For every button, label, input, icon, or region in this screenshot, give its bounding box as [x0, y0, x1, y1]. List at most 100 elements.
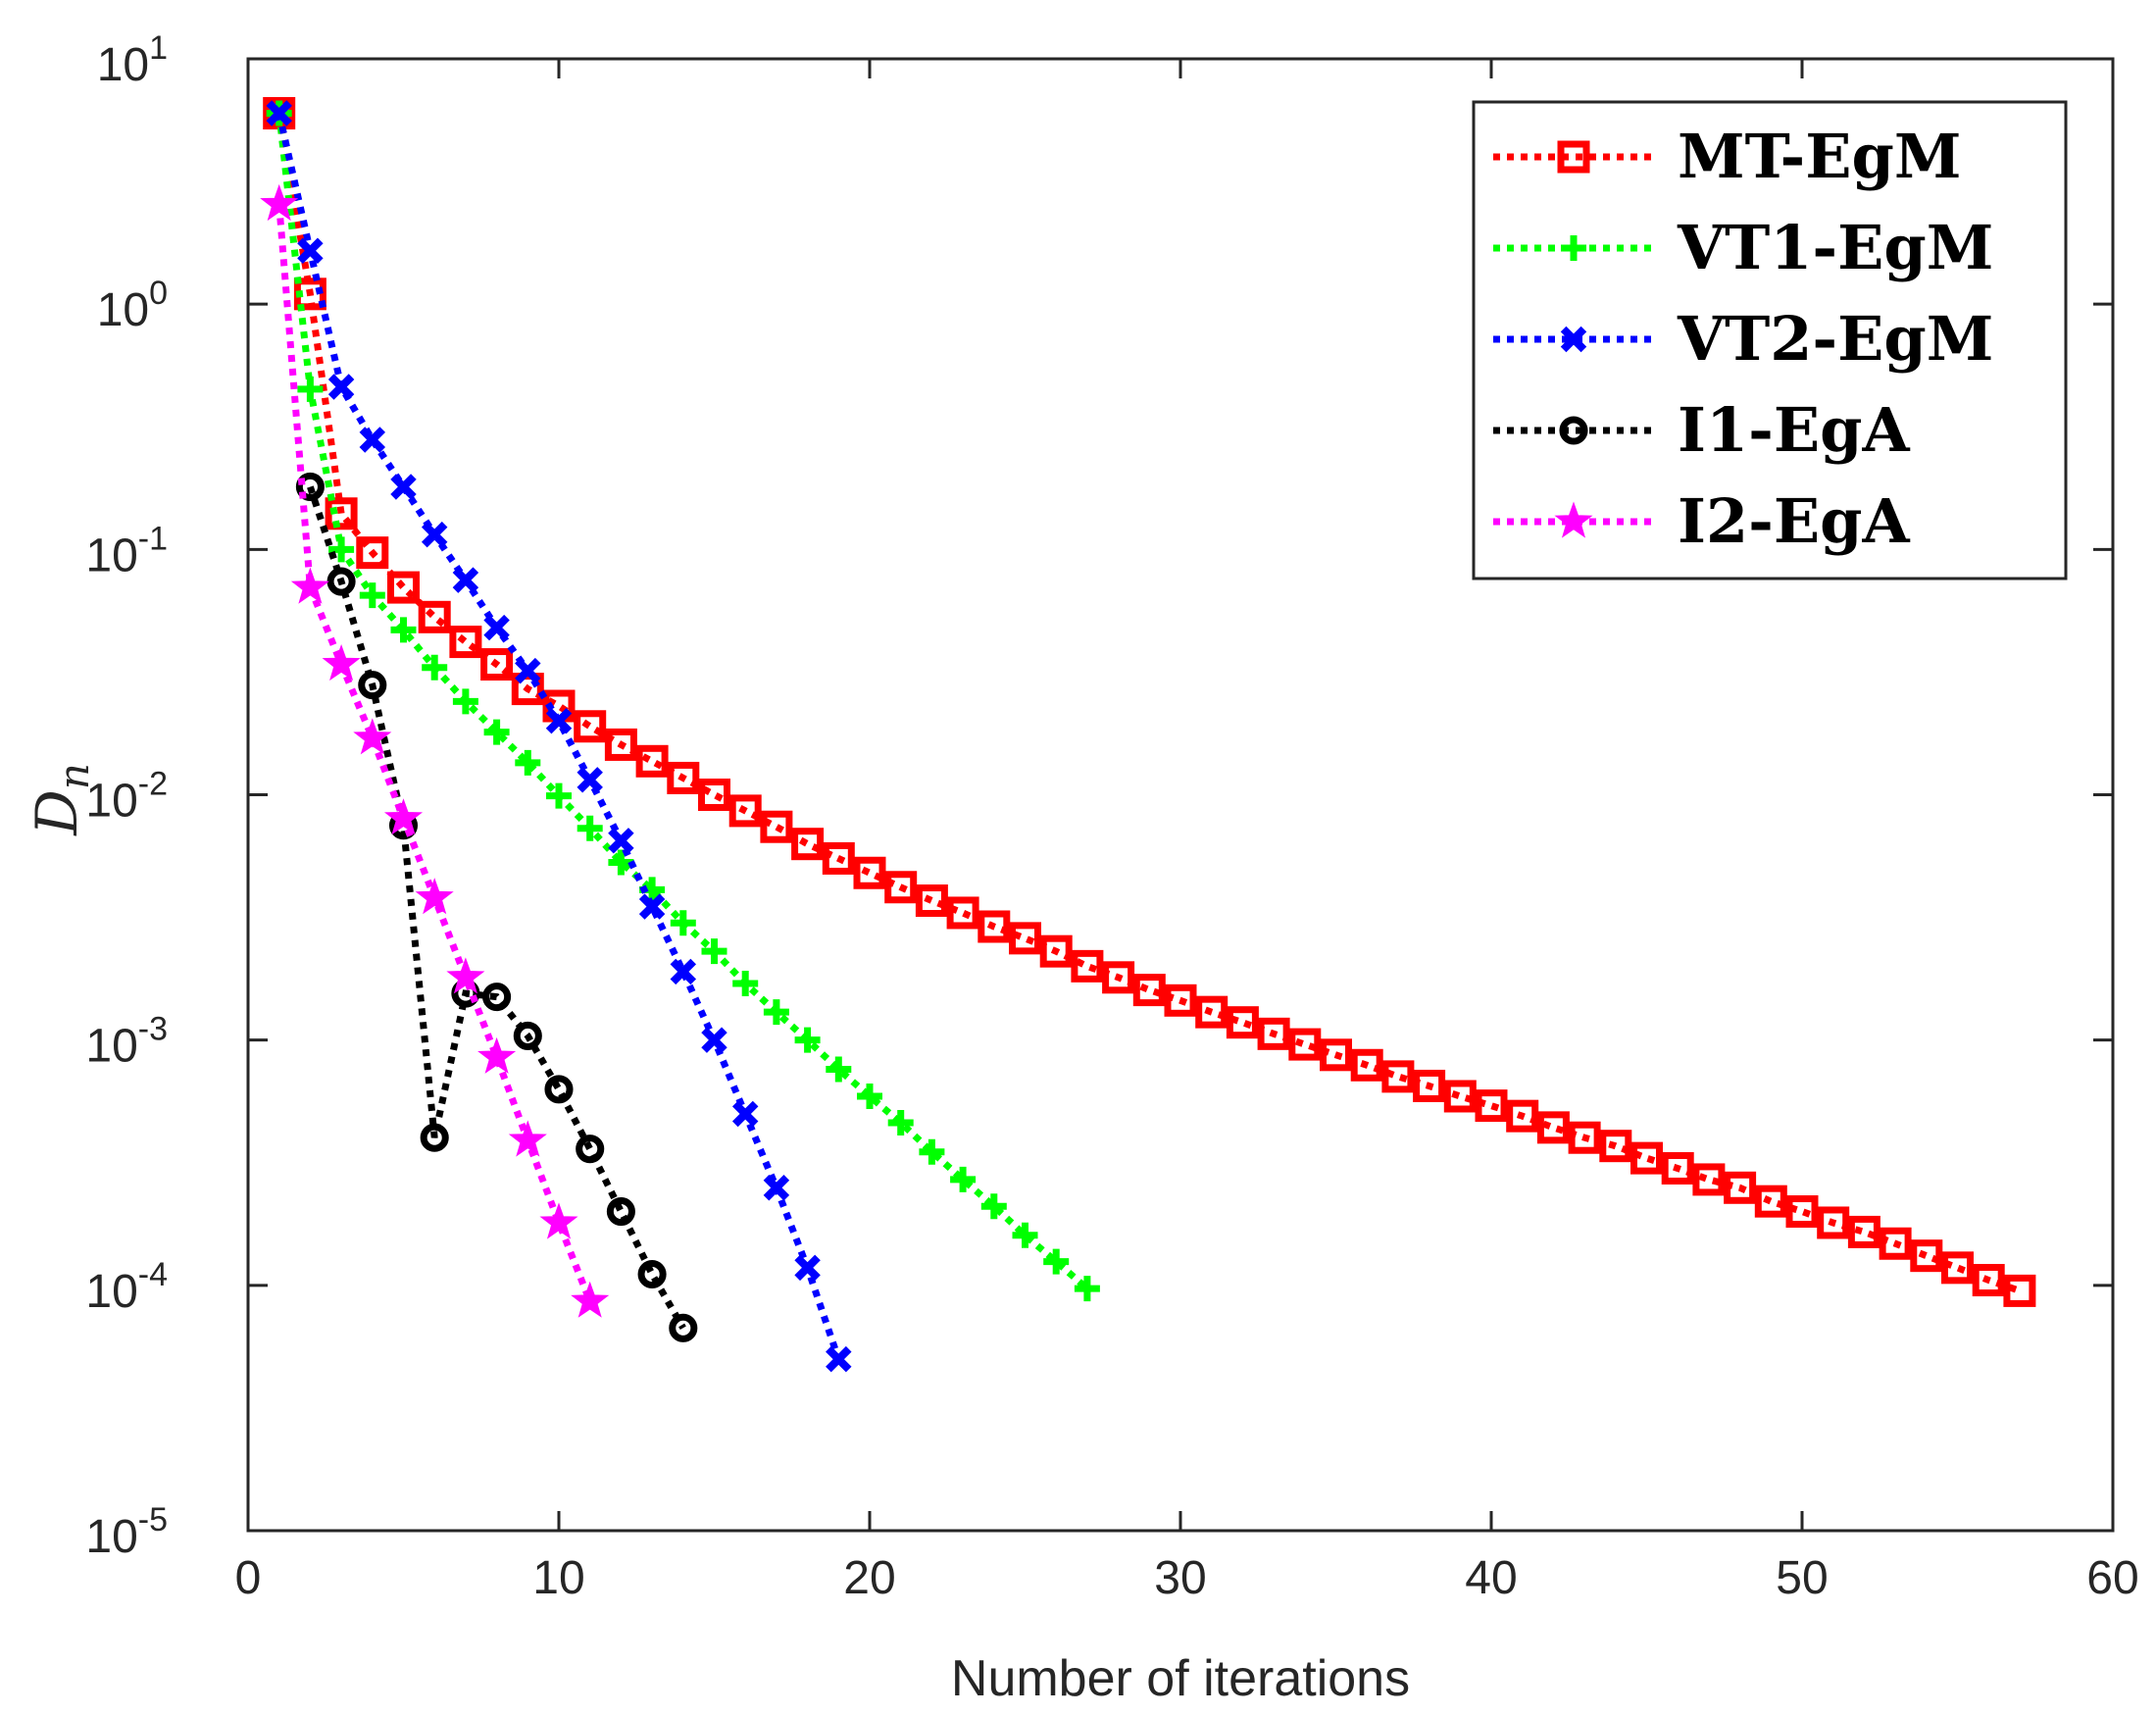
- data-point-square: [1506, 1099, 1539, 1133]
- x-tick-label: 10: [532, 1552, 584, 1604]
- data-point-square: [1413, 1069, 1446, 1102]
- data-point-square: [1257, 1017, 1290, 1050]
- data-point-x: [545, 707, 573, 734]
- data-point-star: [353, 718, 392, 755]
- data-point-plus: [577, 815, 603, 841]
- data-point-square: [884, 871, 918, 904]
- data-point-x: [327, 374, 355, 400]
- legend-label: MT-EgM: [1678, 121, 1961, 192]
- data-point-square: [449, 626, 482, 659]
- data-point-square: [1724, 1171, 1757, 1204]
- data-point-square: [728, 794, 762, 828]
- data-point-square: [574, 710, 607, 743]
- data-point-square: [604, 728, 637, 761]
- data-point-plus: [950, 1166, 977, 1192]
- data-point-square: [1557, 140, 1590, 174]
- data-point-plus: [1561, 235, 1586, 261]
- x-tick-label: 60: [2086, 1552, 2138, 1604]
- data-point-plus: [670, 910, 696, 936]
- y-tick-label: 10-5: [85, 1501, 168, 1563]
- y-axis-title-subscript: n: [50, 763, 98, 789]
- data-point-star: [290, 567, 329, 604]
- data-point-x: [794, 1254, 821, 1282]
- data-point-x: [297, 237, 324, 264]
- data-point-square: [418, 600, 451, 633]
- x-tick-label: 20: [843, 1552, 895, 1604]
- data-point-x: [608, 828, 634, 854]
- data-point-x: [1560, 326, 1587, 353]
- data-point-circle: [482, 983, 512, 1012]
- data-point-circle: [669, 1313, 698, 1342]
- legend-entry: I1-EgA: [1493, 394, 1910, 466]
- data-point-square: [1381, 1060, 1415, 1093]
- data-point-plus: [732, 971, 759, 997]
- series-vt2-egm: [266, 100, 852, 1373]
- data-point-circle: [1559, 416, 1588, 445]
- data-point-square: [1785, 1195, 1819, 1229]
- data-point-circle: [576, 1135, 605, 1164]
- data-point-circle: [358, 671, 387, 700]
- data-point-circle: [606, 1196, 635, 1227]
- x-axis-title: Number of iterations: [951, 1650, 1410, 1707]
- data-point-square: [1443, 1080, 1477, 1113]
- data-point-x: [701, 1027, 727, 1053]
- data-point-square: [1009, 922, 1041, 955]
- data-point-square: [1817, 1206, 1850, 1239]
- data-point-square: [1164, 984, 1197, 1017]
- data-point-plus: [483, 719, 510, 745]
- data-point-circle: [513, 1021, 542, 1050]
- y-tick-label: 10-3: [85, 1011, 168, 1073]
- data-point-square: [1320, 1038, 1352, 1072]
- data-point-square: [635, 744, 669, 778]
- data-point-plus: [701, 938, 727, 965]
- data-point-star: [571, 1281, 610, 1318]
- legend-label: I1-EgA: [1678, 394, 1910, 466]
- y-tick-label: 101: [97, 29, 168, 91]
- data-point-plus: [980, 1193, 1007, 1220]
- data-point-plus: [390, 617, 417, 643]
- data-point-square: [1071, 949, 1104, 983]
- data-point-square: [1195, 995, 1228, 1029]
- data-point-square: [1941, 1251, 1974, 1285]
- data-point-x: [670, 958, 697, 985]
- data-point-star: [383, 798, 424, 835]
- data-point-plus: [763, 999, 789, 1026]
- data-point-square: [698, 779, 730, 811]
- data-point-square: [1475, 1089, 1508, 1123]
- data-point-square: [2003, 1274, 2036, 1307]
- data-point-x: [731, 1100, 759, 1128]
- series-mt-egm: [263, 96, 2036, 1307]
- y-axis-title: Dn: [24, 763, 98, 836]
- data-point-square: [667, 761, 700, 794]
- series-layer: [260, 96, 2036, 1373]
- y-axis-title-main: D: [24, 789, 90, 836]
- data-point-plus: [826, 1056, 852, 1083]
- data-point-square: [1972, 1264, 2005, 1297]
- y-tick-label: 100: [97, 275, 168, 336]
- data-point-square: [1879, 1227, 1912, 1260]
- data-point-x: [483, 614, 510, 641]
- data-point-plus: [328, 536, 355, 563]
- data-point-plus: [857, 1083, 882, 1109]
- data-point-x: [421, 521, 448, 548]
- data-point-x: [266, 100, 292, 126]
- data-point-plus: [452, 688, 478, 715]
- data-point-circle: [637, 1259, 667, 1289]
- data-point-star: [415, 878, 454, 915]
- data-point-x: [826, 1345, 852, 1373]
- data-point-x: [390, 474, 417, 500]
- axis-ticks: 0 10 20 30 40 50 60 10-5 10-4 10-3 10-2 10-1 100 101: [85, 29, 2138, 1604]
- data-point-plus: [1012, 1222, 1038, 1248]
- data-point-circle: [420, 1123, 449, 1152]
- data-point-square: [1568, 1121, 1601, 1154]
- data-point-square: [791, 828, 825, 861]
- data-point-square: [1102, 961, 1135, 994]
- data-point-plus: [1074, 1276, 1100, 1302]
- data-point-circle: [295, 472, 325, 502]
- x-tick-label: 0: [235, 1552, 262, 1604]
- data-point-star: [1554, 501, 1593, 538]
- y-tick-label: 10-4: [85, 1256, 168, 1318]
- data-point-square: [978, 910, 1011, 943]
- data-point-square: [822, 841, 855, 875]
- legend-entry: VT1-EgM: [1493, 212, 1993, 283]
